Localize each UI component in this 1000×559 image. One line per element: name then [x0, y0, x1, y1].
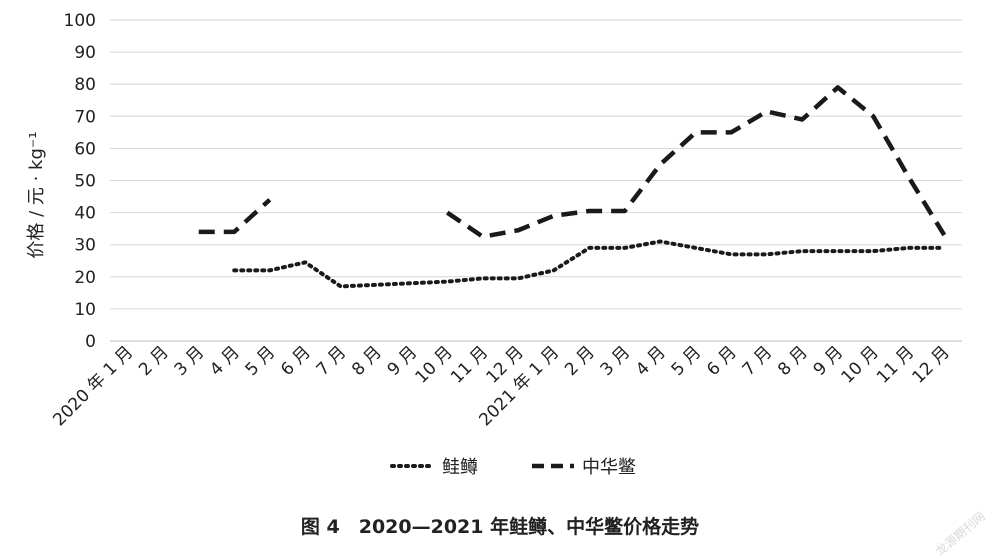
y-tick-label: 100	[64, 11, 96, 31]
x-tick-label: 10 月	[837, 342, 882, 387]
series-line-1	[445, 85, 947, 239]
series-line-0	[232, 239, 947, 289]
x-tick-label: 6 月	[277, 342, 315, 380]
x-axis-ticks: 2020 年 1 月2 月3 月4 月5 月6 月7 月8 月9 月10 月11…	[49, 342, 953, 430]
y-axis-ticks: 0 10 20 30 40 50 60 70 80 90 100	[64, 11, 96, 352]
x-tick-label: 5 月	[242, 342, 280, 380]
x-tick-label: 3 月	[171, 342, 209, 380]
legend-label: 中华鳖	[582, 457, 636, 478]
legend: 鲑鳟 中华鳖	[390, 457, 636, 478]
y-tick-label: 80	[74, 75, 96, 95]
x-tick-label: 10 月	[411, 342, 456, 387]
figure-caption: 图 4 2020—2021 年鲑鳟、中华鳖价格走势	[300, 516, 700, 538]
x-tick-label: 5 月	[668, 342, 706, 380]
y-tick-label: 70	[74, 107, 96, 127]
x-tick-label: 12 月	[908, 342, 953, 387]
y-tick-label: 50	[74, 172, 96, 192]
y-axis-label: 价格 / 元 · kg⁻¹	[26, 131, 47, 258]
x-tick-label: 2 月	[561, 342, 599, 380]
x-tick-label: 3 月	[597, 342, 635, 380]
x-tick-label: 8 月	[774, 342, 812, 380]
y-tick-label: 60	[74, 139, 96, 159]
x-tick-label: 4 月	[632, 342, 670, 380]
x-tick-label: 2 月	[135, 342, 173, 380]
x-tick-label: 7 月	[313, 342, 351, 380]
x-tick-label: 11 月	[447, 342, 492, 387]
y-tick-label: 10	[74, 300, 96, 320]
y-tick-label: 0	[85, 332, 96, 352]
legend-label: 鲑鳟	[442, 457, 478, 478]
x-tick-label: 4 月	[206, 342, 244, 380]
series-lines	[198, 85, 947, 289]
gridlines	[110, 19, 962, 342]
y-tick-label: 90	[74, 43, 96, 63]
y-tick-label: 40	[74, 204, 96, 224]
y-tick-label: 30	[74, 236, 96, 256]
x-tick-label: 11 月	[873, 342, 918, 387]
x-tick-label: 2020 年 1 月	[49, 342, 137, 430]
x-tick-label: 7 月	[739, 342, 777, 380]
series-line-1	[198, 198, 272, 235]
x-tick-label: 8 月	[348, 342, 386, 380]
x-tick-label: 6 月	[703, 342, 741, 380]
y-tick-label: 20	[74, 268, 96, 288]
